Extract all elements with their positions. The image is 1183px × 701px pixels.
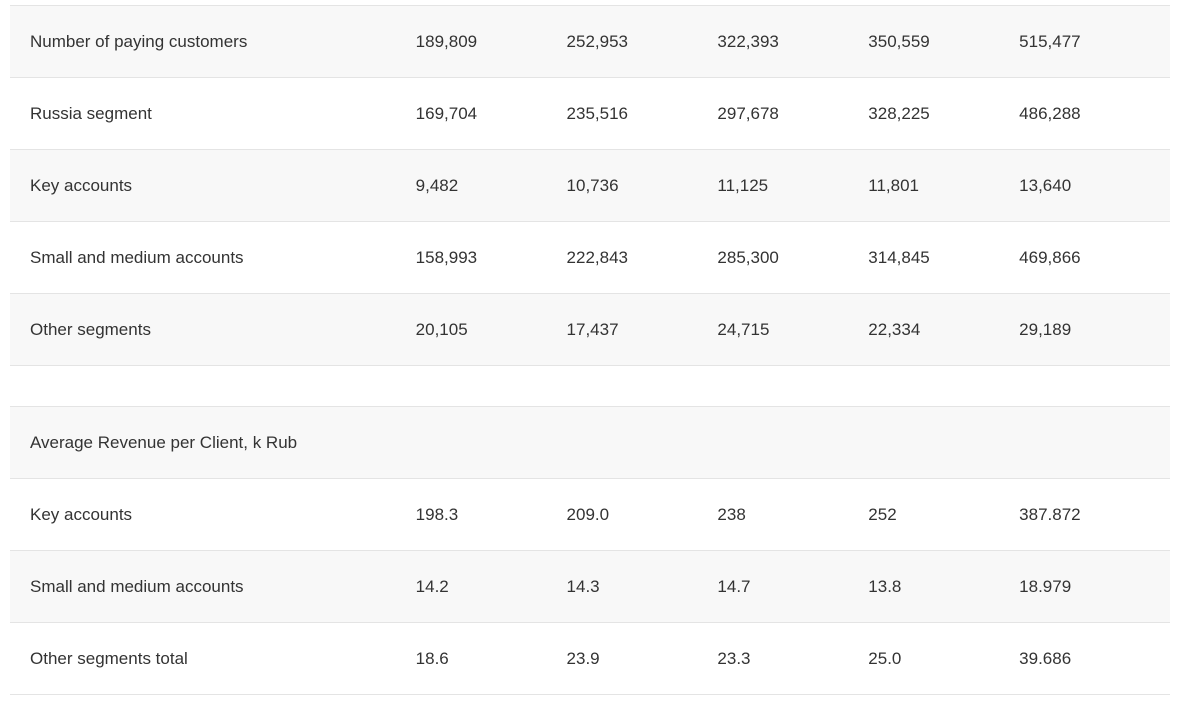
customers-table: Number of paying customers 189,809 252,9… — [10, 5, 1170, 695]
table-cell: 17,437 — [566, 319, 619, 339]
table-row: Other segments total 18.6 23.9 23.3 25.0… — [10, 623, 1170, 695]
table-cell: 314,845 — [868, 247, 930, 267]
table-cell: 20,105 — [415, 319, 468, 339]
table-cell: 18.6 — [415, 648, 449, 668]
table-cell: 14.3 — [566, 576, 600, 596]
table-cell: 24,715 — [717, 319, 770, 339]
table-row: Key accounts 9,482 10,736 11,125 11,801 … — [10, 150, 1170, 222]
row-label: Key accounts — [30, 504, 133, 524]
table-cell: 23.9 — [566, 648, 600, 668]
table-cell: 14.7 — [717, 576, 751, 596]
row-label: Number of paying customers — [30, 31, 248, 51]
table-cell: 39.686 — [1019, 648, 1072, 668]
table-cell: 469,866 — [1019, 247, 1081, 267]
table-cell: 13,640 — [1019, 175, 1072, 195]
table-row: Key accounts 198.3 209.0 238 252 387.872 — [10, 479, 1170, 551]
table-cell: 22,334 — [868, 319, 921, 339]
table-cell: 10,736 — [566, 175, 619, 195]
table-cell: 198.3 — [415, 504, 459, 524]
table-cell: 387.872 — [1019, 504, 1081, 524]
table-cell: 252,953 — [566, 31, 628, 51]
row-label: Small and medium accounts — [30, 247, 244, 267]
section-title: Average Revenue per Client, k Rub — [30, 432, 298, 452]
table-row: Russia segment 169,704 235,516 297,678 3… — [10, 78, 1170, 150]
row-label: Other segments total — [30, 648, 188, 668]
table-cell: 350,559 — [868, 31, 930, 51]
table-row: Other segments 20,105 17,437 24,715 22,3… — [10, 294, 1170, 366]
table-cell: 14.2 — [415, 576, 449, 596]
table-cell: 189,809 — [415, 31, 478, 51]
table-cell: 322,393 — [717, 31, 779, 51]
row-label: Other segments — [30, 319, 151, 339]
table-cell: 11,801 — [868, 175, 920, 195]
table-cell: 209.0 — [566, 504, 610, 524]
row-label: Small and medium accounts — [30, 576, 244, 596]
table-cell: 252 — [868, 504, 897, 524]
table-cell: 13.8 — [868, 576, 902, 596]
spacer-row — [10, 366, 1170, 407]
table-cell: 238 — [717, 504, 746, 524]
table-cell: 9,482 — [415, 175, 459, 195]
table-cell: 158,993 — [415, 247, 478, 267]
table-row: Small and medium accounts 158,993 222,84… — [10, 222, 1170, 294]
row-label: Russia segment — [30, 103, 152, 123]
section-header-row: Average Revenue per Client, k Rub — [10, 407, 1170, 479]
table-cell: 25.0 — [868, 648, 902, 668]
table-cell: 29,189 — [1019, 319, 1072, 339]
table-cell: 486,288 — [1019, 103, 1081, 123]
table-cell: 23.3 — [717, 648, 751, 668]
table-row: Number of paying customers 189,809 252,9… — [10, 6, 1170, 78]
table-cell: 222,843 — [566, 247, 628, 267]
table-cell: 18.979 — [1019, 576, 1072, 596]
table-cell: 328,225 — [868, 103, 930, 123]
table-row: Small and medium accounts 14.2 14.3 14.7… — [10, 551, 1170, 623]
table-cell: 235,516 — [566, 103, 628, 123]
table-cell: 297,678 — [717, 103, 779, 123]
table-cell: 285,300 — [717, 247, 779, 267]
row-label: Key accounts — [30, 175, 133, 195]
table-cell: 169,704 — [415, 103, 478, 123]
table-cell: 11,125 — [717, 175, 769, 195]
table-cell: 515,477 — [1019, 31, 1081, 51]
